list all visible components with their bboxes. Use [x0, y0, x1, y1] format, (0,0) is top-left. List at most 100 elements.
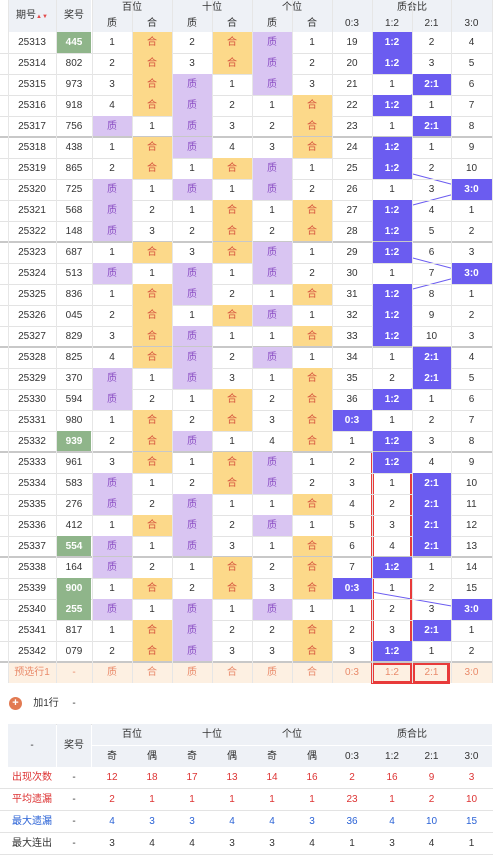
ratio-hit: 2:1 — [412, 515, 451, 536]
ratio-omit: 2 — [349, 457, 355, 468]
omit-count: 1 — [189, 457, 195, 468]
predict-cell[interactable]: 合 — [227, 667, 237, 678]
zhi-mark: 质 — [252, 305, 292, 326]
col-divider — [372, 0, 373, 683]
row-divider — [0, 284, 493, 285]
predict-cell[interactable]: 质 — [267, 667, 277, 678]
stat-value: 13 — [226, 772, 238, 783]
omit-count: 1 — [229, 79, 235, 90]
omit-count: 1 — [309, 247, 315, 258]
zhi-mark: 质 — [172, 515, 212, 536]
he-mark: 合 — [132, 347, 172, 368]
ratio-hit: 0:3 — [332, 410, 372, 431]
zhi-mark: 质 — [172, 326, 212, 347]
ratio-hit: 1:2 — [372, 242, 412, 263]
zhi-mark: 质 — [252, 473, 292, 494]
he-mark: 合 — [212, 473, 252, 494]
stat-value: 12 — [106, 772, 118, 783]
row-divider — [0, 116, 493, 117]
period-cell: 25323 — [18, 247, 46, 258]
ratio-omit: 27 — [346, 205, 358, 216]
period-cell: 25327 — [18, 331, 46, 342]
stat-value: 4 — [389, 816, 395, 827]
ratio-omit: 33 — [346, 331, 358, 342]
ratio-omit: 8 — [428, 289, 435, 300]
sort-arrow-icon[interactable]: ▲▼ — [36, 14, 48, 20]
ratio-omit: 13 — [465, 541, 478, 552]
zhi-mark: 质 — [252, 515, 292, 536]
row-divider — [0, 263, 493, 264]
period-header[interactable]: 期号▲▼ — [8, 0, 56, 32]
lottery-number: 412 — [65, 520, 83, 531]
stat-value: 3 — [389, 838, 395, 849]
stat-label: 出现次数 — [12, 772, 52, 783]
omit-count: 2 — [189, 583, 195, 594]
he-mark: 合 — [292, 389, 332, 410]
lottery-number: 802 — [65, 58, 83, 69]
omit-count: 3 — [189, 58, 195, 69]
omit-count: 2 — [269, 562, 275, 573]
omit-count: 1 — [309, 310, 315, 321]
he-mark: 合 — [212, 389, 252, 410]
omit-count: 2 — [109, 163, 115, 174]
lottery-number: 836 — [65, 289, 83, 300]
omit-count: 2 — [309, 478, 315, 489]
ratio-omit: 5 — [468, 373, 475, 384]
omit-count: 4 — [229, 142, 235, 153]
omit-count: 1 — [149, 373, 155, 384]
ratio-hit: 1:2 — [372, 95, 412, 116]
add-row-button[interactable]: 加1行 — [33, 698, 59, 709]
ratio-omit: 1 — [389, 121, 395, 132]
period-cell: 25313 — [18, 37, 46, 48]
period-cell: 25321 — [18, 205, 46, 216]
ratio-omit: 5 — [349, 520, 355, 531]
ratio-omit: 32 — [346, 310, 358, 321]
ratio-hit: 3:0 — [451, 179, 492, 200]
zhi-mark: 质 — [172, 494, 212, 515]
he-mark: 合 — [292, 95, 332, 116]
zhi-mark: 质 — [92, 557, 132, 578]
omit-count: 2 — [189, 478, 195, 489]
predict-cell[interactable]: 合 — [147, 667, 157, 678]
omit-count: 1 — [269, 100, 275, 111]
stat-value: 10 — [465, 794, 478, 805]
zhi-mark: 质 — [92, 494, 132, 515]
stat-label: 平均遗漏 — [12, 794, 52, 805]
predict-cell[interactable]: 1:2 — [385, 667, 399, 678]
row-divider — [0, 536, 493, 537]
predict-cell[interactable]: 合 — [307, 667, 317, 678]
sub-header-9: 3:0 — [451, 16, 492, 32]
omit-count: 1 — [149, 268, 155, 279]
zhi-mark: 质 — [252, 263, 292, 284]
stat-dash: - — [72, 838, 76, 849]
ratio-omit: 36 — [346, 394, 358, 405]
ratio-omit: 5 — [468, 58, 475, 69]
row-divider — [0, 74, 493, 75]
predict-cell[interactable]: 质 — [187, 667, 197, 678]
he-mark: 合 — [292, 494, 332, 515]
ratio-omit: 12 — [465, 520, 478, 531]
predict-cell[interactable]: 质 — [107, 667, 117, 678]
sub-header-3: 合 — [212, 16, 252, 32]
add-row-icon[interactable]: + — [9, 697, 22, 710]
col-divider — [56, 0, 57, 683]
period-cell: 25317 — [18, 121, 46, 132]
ratio-omit: 1 — [428, 100, 435, 111]
predict-cell[interactable]: 0:3 — [345, 667, 359, 678]
he-mark: 合 — [212, 242, 252, 263]
col-divider — [332, 0, 333, 683]
omit-count: 3 — [309, 79, 315, 90]
omit-count: 2 — [229, 352, 235, 363]
ratio-omit: 1 — [468, 289, 475, 300]
predict-cell[interactable]: 2:1 — [424, 667, 439, 678]
zhi-mark: 质 — [92, 389, 132, 410]
omit-count: 2 — [269, 226, 275, 237]
ratio-omit: 7 — [468, 100, 475, 111]
period-cell: 25315 — [18, 79, 46, 90]
period-cell: 25339 — [18, 583, 46, 594]
omit-count: 3 — [189, 247, 195, 258]
omit-count: 2 — [269, 394, 275, 405]
ratio-omit: 3 — [428, 58, 435, 69]
predict-cell[interactable]: 3:0 — [464, 667, 479, 678]
ratio-hit: 1:2 — [372, 53, 412, 74]
